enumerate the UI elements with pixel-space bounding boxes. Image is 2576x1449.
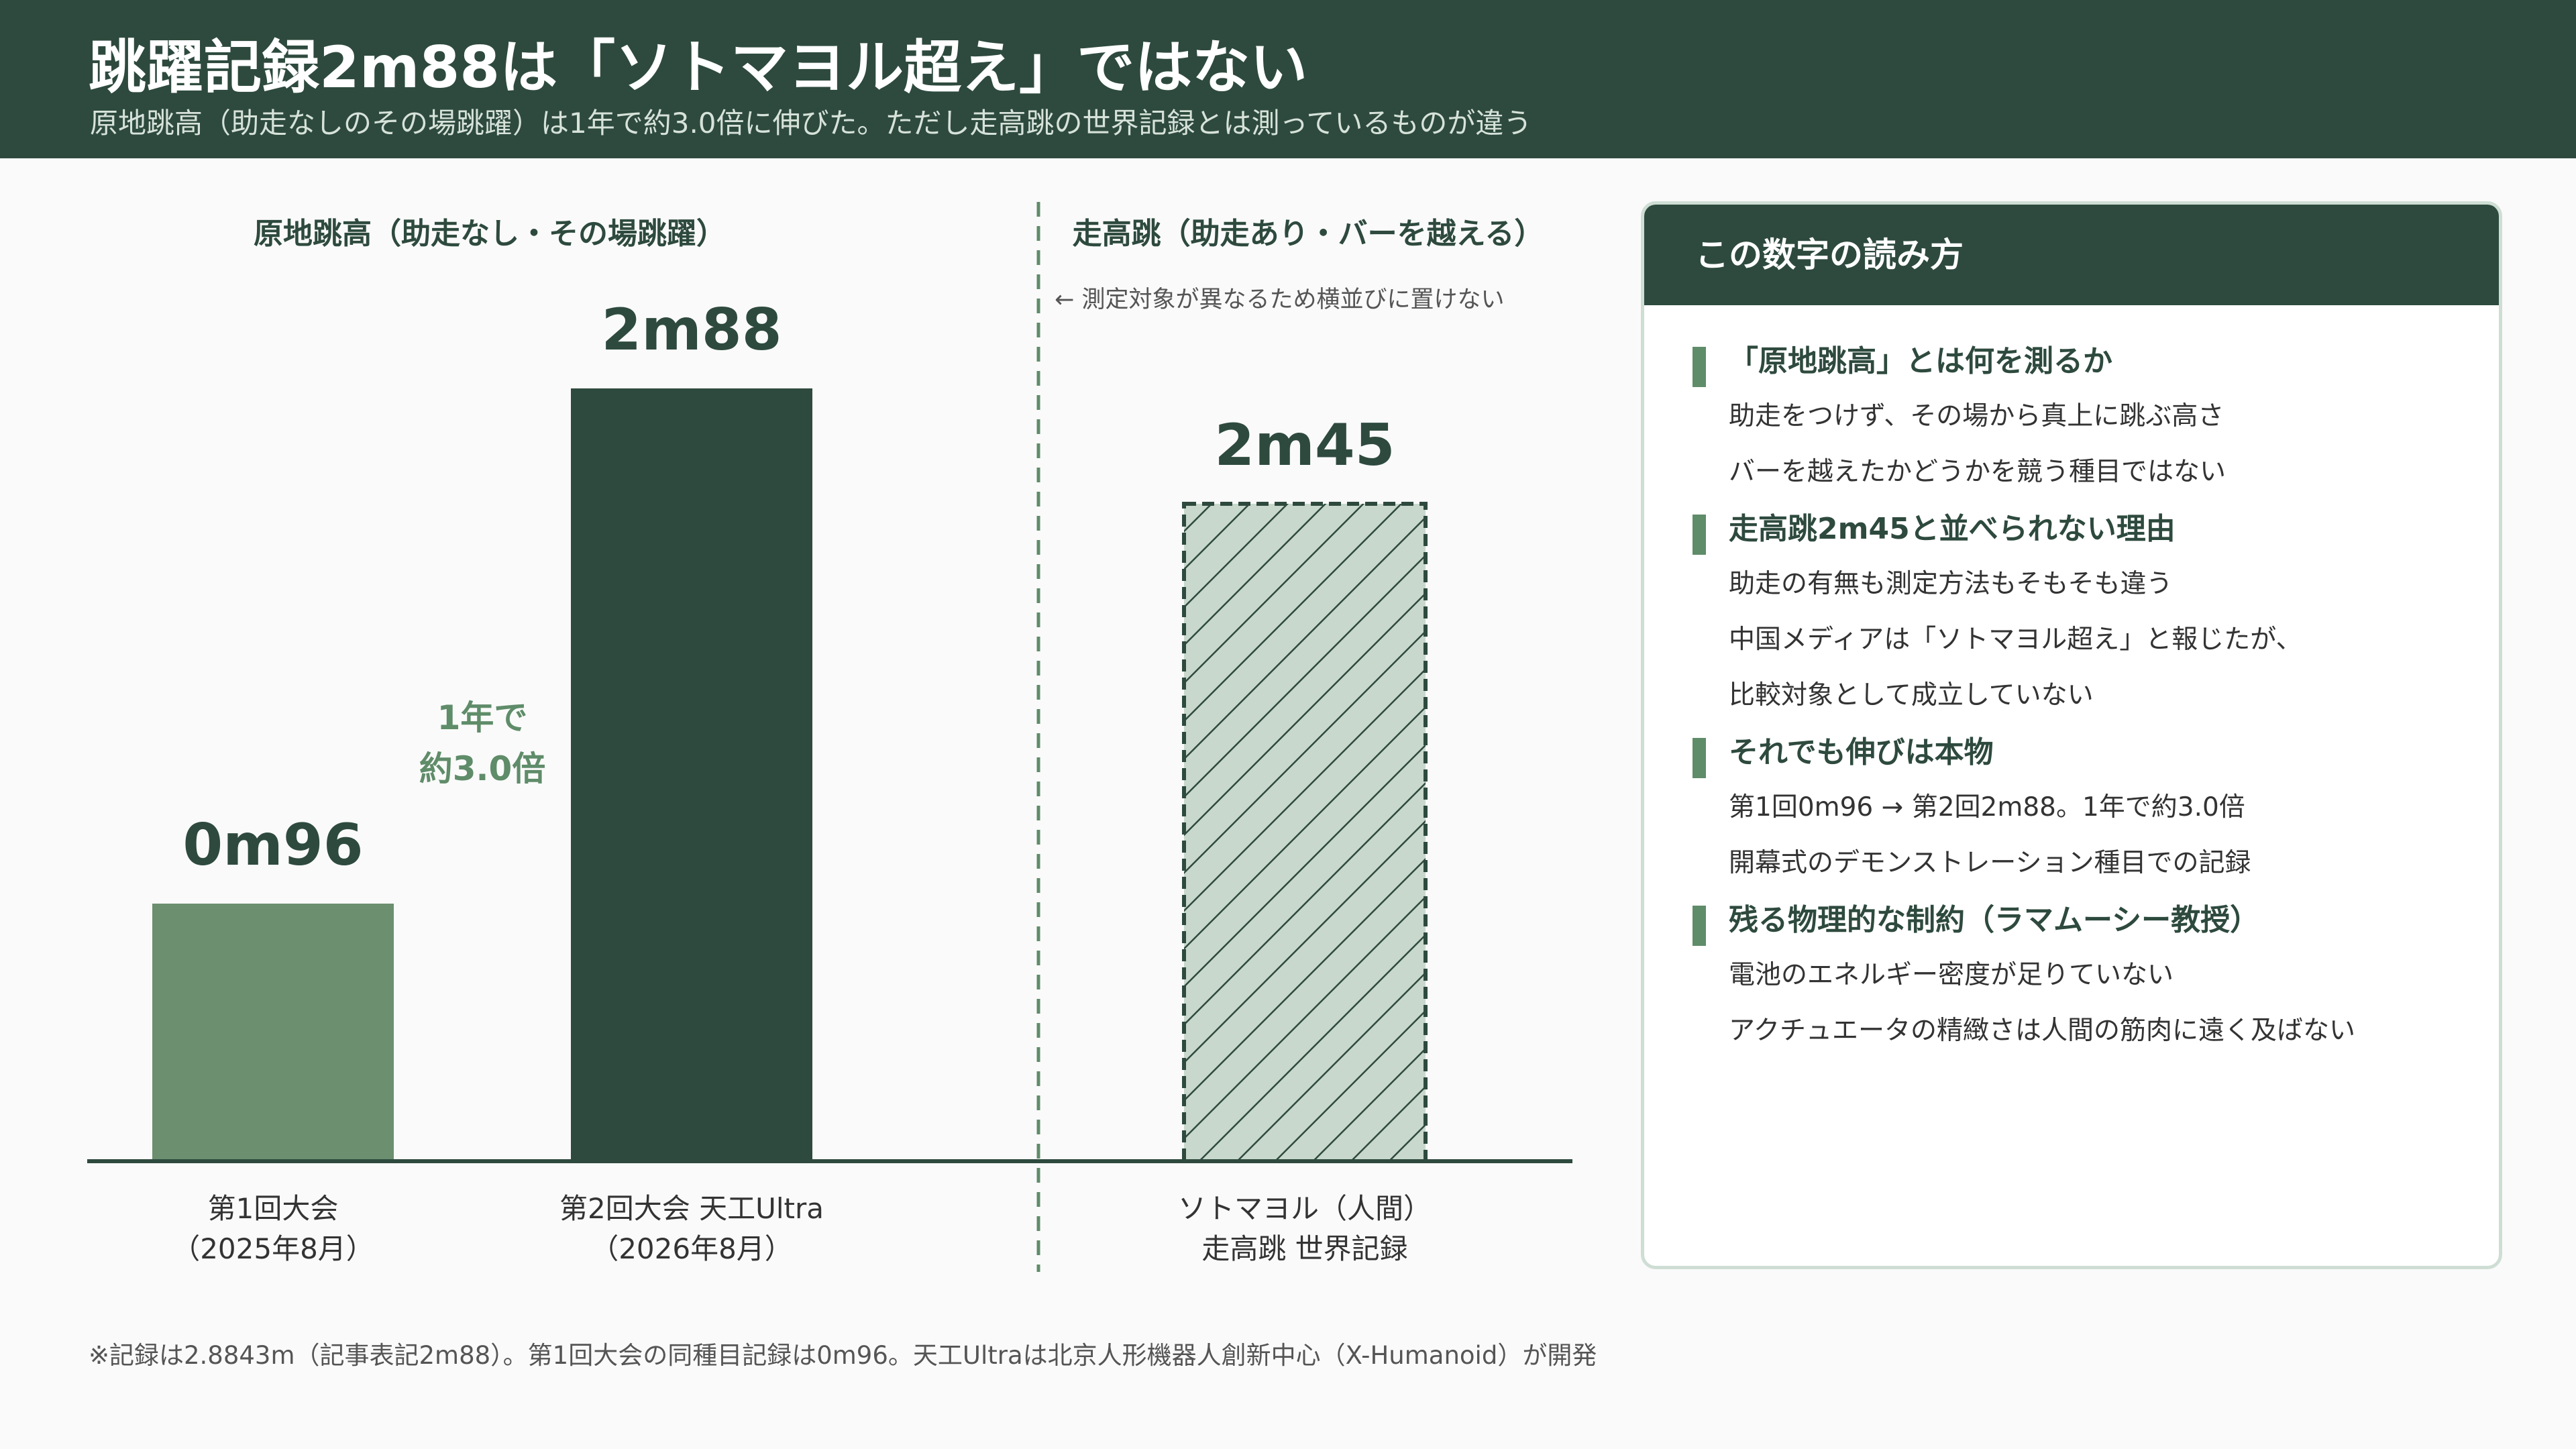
- group-note: ← 測定対象が異なるため横並びに置けない: [1055, 286, 1504, 313]
- panel-title: この数字の読み方: [1644, 205, 2499, 305]
- bar-chart: 原地跳高（助走なし・その場跳躍） 走高跳（助走あり・バーを越える） ← 測定対象が異…: [0, 158, 1610, 1312]
- panel-section: 残る物理的な制約（ラマムーシー教授） 電池のエネルギー密度が足りていないアクチュエ…: [1693, 894, 2499, 1059]
- category-label: 第2回大会 天工Ultra: [559, 1192, 824, 1225]
- growth-annotation: 1年で: [437, 698, 528, 737]
- bar: [152, 904, 394, 1161]
- panel-section-line: アクチュエータの精緻さは人間の筋肉に遠く及ばない: [1729, 1016, 2356, 1046]
- page-title: 跳躍記録2m88は「ソトマヨル超え」ではない: [89, 34, 1308, 101]
- panel-section-title: 残る物理的な制約（ラマムーシー教授）: [1693, 894, 2499, 947]
- footnote: ※記録は2.8843m（記事表記2m88）。第1回大会の同種目記録は0m96。天…: [89, 1341, 1597, 1370]
- panel-sections: 「原地跳高」とは何を測るか助走をつけず、その場から真上に跳ぶ高さ バーを越えたかど…: [1644, 305, 2499, 1059]
- category-label: （2026年8月）: [590, 1232, 793, 1265]
- category-label: ソトマヨル（人間）: [1178, 1192, 1432, 1225]
- panel-section-line: 比較対象として成立していない: [1729, 680, 2094, 710]
- bar: [1182, 502, 1428, 1163]
- panel-section: 「原地跳高」とは何を測るか助走をつけず、その場から真上に跳ぶ高さ バーを越えたかど…: [1693, 335, 2499, 500]
- panel-section-line: 開幕式のデモンストレーション種目での記録: [1729, 848, 2251, 878]
- bar-value-label: 2m45: [1214, 412, 1395, 479]
- category-label: 第1回大会: [208, 1192, 339, 1225]
- header: 跳躍記録2m88は「ソトマヨル超え」ではない 原地跳高（助走なしのその場跳躍）は…: [0, 0, 2576, 158]
- growth-annotation: 約3.0倍: [419, 749, 546, 788]
- panel-section-line: 第1回0m96 → 第2回2m88。1年で約3.0倍: [1729, 792, 2245, 822]
- panel-section-line: 中国メディアは「ソトマヨル超え」と報じたが、: [1729, 625, 2302, 655]
- category-label: 走高跳 世界記録: [1201, 1232, 1407, 1265]
- panel-section-line: 助走をつけず、その場から真上に跳ぶ高さ: [1729, 401, 2224, 431]
- group-title: 原地跳高（助走なし・その場跳躍）: [254, 217, 726, 251]
- reading-guide-panel: この数字の読み方 「原地跳高」とは何を測るか助走をつけず、その場から真上に跳ぶ高…: [1641, 201, 2502, 1269]
- panel-section-line: 電池のエネルギー密度が足りていない: [1729, 960, 2174, 990]
- bar-value-label: 2m88: [601, 297, 782, 364]
- panel-section-title: 走高跳2m45と並べられない理由: [1693, 502, 2499, 556]
- panel-section: 走高跳2m45と並べられない理由助走の有無も測定方法もそもそも違う中国メディアは…: [1693, 502, 2499, 723]
- group-title: 走高跳（助走あり・バーを越える）: [1073, 217, 1544, 251]
- page-subtitle: 原地跳高（助走なしのその場跳躍）は1年で約3.0倍に伸びた。ただし走高跳の世界記…: [90, 107, 1532, 140]
- panel-section-line: バーを越えたかどうかを競う種目ではない: [1729, 457, 2226, 487]
- panel-section-title: それでも伸びは本物: [1693, 726, 2499, 780]
- panel-section-title: 「原地跳高」とは何を測るか: [1693, 335, 2499, 388]
- panel-section: それでも伸びは本物第1回0m96 → 第2回2m88。1年で約3.0倍 開幕式のデ…: [1693, 726, 2499, 891]
- panel-section-line: 助走の有無も測定方法もそもそも違う: [1729, 569, 2173, 599]
- bar-value-label: 0m96: [182, 812, 363, 879]
- chart-svg: 原地跳高（助走なし・その場跳躍） 走高跳（助走あり・バーを越える） ← 測定対象が異…: [87, 202, 1572, 1272]
- category-label: （2025年8月）: [172, 1232, 374, 1265]
- bar: [571, 388, 812, 1161]
